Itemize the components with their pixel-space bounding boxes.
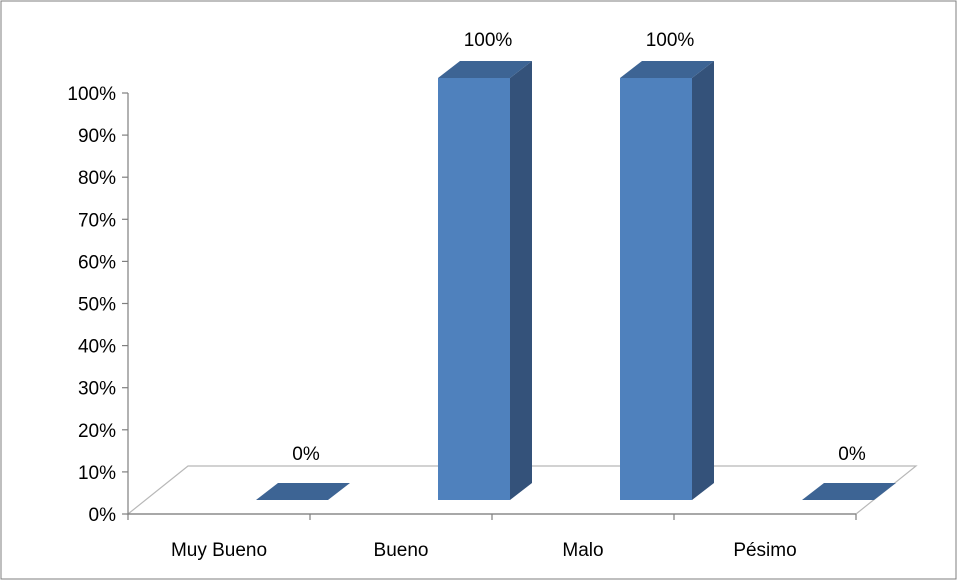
bar-data-label: 100% — [646, 30, 695, 51]
bar-front — [620, 78, 692, 500]
bar-front — [438, 78, 510, 500]
bar-side — [692, 61, 714, 500]
category-label: Pésimo — [733, 540, 796, 561]
value-tick-label: 40% — [78, 337, 116, 358]
value-tick-label: 60% — [78, 252, 116, 273]
value-tick-label: 0% — [89, 505, 117, 526]
value-tick-label: 100% — [67, 84, 116, 105]
bar-side — [510, 61, 532, 500]
value-axis: 0% 10% 20% 30% 40% 50% 60% 70% 80% 90% 100% — [67, 84, 129, 526]
value-tick-label: 30% — [78, 379, 116, 400]
bar-top — [802, 483, 896, 500]
bar-data-label: 0% — [838, 444, 866, 465]
category-label: Bueno — [374, 540, 429, 561]
bar-data-label: 100% — [464, 30, 513, 51]
value-tick-label: 50% — [78, 295, 116, 316]
bar-data-label: 0% — [292, 444, 320, 465]
value-tick-label: 70% — [78, 210, 116, 231]
bar-top — [438, 61, 532, 78]
bar-series — [256, 61, 896, 500]
value-tick-label: 90% — [78, 126, 116, 147]
value-tick-label: 10% — [78, 463, 116, 484]
value-tick-label: 20% — [78, 421, 116, 442]
category-label: Malo — [562, 540, 603, 561]
value-tick-label: 80% — [78, 168, 116, 189]
bar-top — [256, 483, 350, 500]
data-labels: 0% 100% 100% 0% — [292, 30, 866, 465]
category-label: Muy Bueno — [171, 540, 267, 561]
category-axis: Muy Bueno Bueno Malo Pésimo — [127, 513, 857, 561]
bar-top — [620, 61, 714, 78]
